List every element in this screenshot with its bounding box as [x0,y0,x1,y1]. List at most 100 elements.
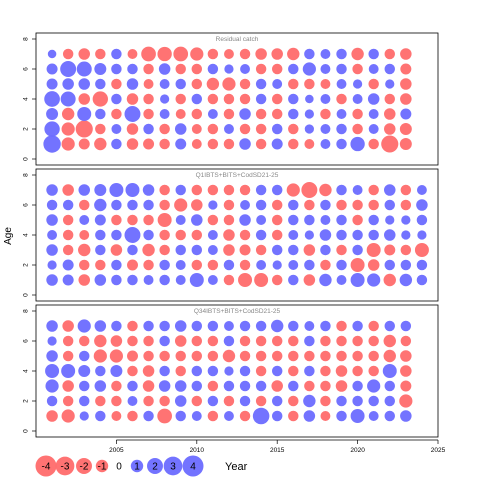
bubble-age6-2023 [400,199,412,211]
bubble-age7-2004 [94,184,107,196]
bubble-age5-2022 [383,349,396,363]
bubble-age1-2015 [271,138,283,150]
bubble-age7-2008 [157,46,172,62]
bubble-age2-2007 [143,395,154,407]
y-tick-label: 6 [23,203,30,207]
bubble-age3-2004 [95,244,106,256]
bubble-age7-2008 [159,184,170,196]
bubble-age6-2023 [400,63,412,75]
bubble-age3-2020 [352,108,363,120]
x-tick-label: 2005 [109,447,124,454]
bubble-age1-2004 [94,274,107,286]
bubble-age5-2012 [223,214,235,226]
bubble-age4-2019 [336,229,347,241]
bubble-age4-2018 [320,365,331,377]
bubble-age3-2021 [366,243,381,257]
bubble-age2-2009 [175,260,186,270]
bubble-age6-2014 [255,199,267,211]
bubble-age7-2012 [224,49,234,59]
bubble-age7-2014 [255,48,267,60]
bubble-age3-2022 [384,380,395,392]
bubble-age6-2006 [127,335,138,347]
bubble-age1-2012 [223,274,235,286]
bubble-age5-2021 [368,78,379,90]
bubble-age7-2018 [320,320,331,332]
bubble-age2-2015 [271,395,283,407]
bubble-age3-2015 [271,108,283,120]
bubble-age2-2001 [47,260,57,270]
bubble-age1-2007 [143,275,154,285]
bubble-age5-2022 [385,79,395,89]
bubble-age1-2019 [336,275,347,285]
bubble-age4-2023 [401,230,411,240]
bubble-age7-2005 [111,48,122,60]
bubble-age4-2012 [224,366,234,376]
bubble-age3-2002 [62,380,74,392]
bubble-age7-2013 [239,48,251,60]
bubble-age6-2018 [320,335,331,347]
bubble-age2-2007 [143,123,154,135]
bubble-age1-2008 [157,408,172,424]
bubble-age2-2003 [79,395,90,407]
bubble-age7-2001 [46,320,58,332]
bubble-age7-2015 [271,319,284,333]
bubble-age4-2011 [207,93,219,105]
bubble-age5-2009 [175,215,186,225]
legend-label: -3 [61,462,70,473]
bubble-age7-2011 [207,320,219,332]
bubble-age2-2019 [336,259,347,271]
bubble-age3-2016 [288,380,299,392]
bubble-age4-2002 [62,229,74,241]
bubble-age2-2018 [320,395,331,407]
bubble-age1-2006 [127,410,138,422]
bubble-age4-2017 [304,365,315,377]
bubble-age2-2007 [143,259,154,271]
bubble-age5-2014 [256,215,267,225]
bubble-age7-2015 [271,184,283,196]
bubble-age4-2005 [111,93,122,105]
bubble-age7-2003 [78,48,90,60]
bubble-age6-2001 [46,63,58,75]
bubble-age4-2017 [304,230,314,240]
bubble-age4-2002 [61,364,76,378]
bubble-age7-2017 [304,321,315,331]
bubble-age7-2016 [286,183,300,197]
bubble-age3-2019 [336,244,347,256]
panels-layer: Residual catch02468Q1IBTS+BITS+CodSD21-2… [23,32,439,438]
bubble-age6-2015 [271,199,283,211]
bubble-age4-2020 [352,229,363,241]
bubble-age3-2024 [414,243,429,257]
bubble-age3-2017 [304,380,315,392]
bubble-age2-2020 [352,123,363,135]
bubble-age4-2003 [78,93,90,105]
bubble-age6-2020 [352,335,363,347]
y-tick-label: 4 [23,233,30,237]
legend-label: -4 [42,462,51,473]
bubble-age2-2008 [159,395,170,407]
bubble-age7-2022 [384,184,396,196]
bubble-age6-2002 [62,335,74,347]
bubble-age4-2015 [271,93,283,105]
legend-bubble [130,459,144,473]
bubble-age5-2007 [143,214,154,226]
bubble-age4-2007 [143,229,154,241]
bubble-age1-2012 [224,411,234,421]
bubble-age5-2019 [336,214,347,226]
bubble-age6-2010 [191,199,203,211]
bubble-age7-2006 [127,49,138,59]
bubble-age7-2001 [46,184,58,196]
bubble-age7-2020 [352,185,363,195]
y-tick-label: 2 [23,127,30,131]
bubble-age6-2019 [336,199,347,211]
x-tick-label: 2015 [270,447,285,454]
bubble-age3-2006 [127,380,138,392]
bubble-age4-2003 [79,230,90,240]
bubble-age4-2016 [288,365,299,377]
bubble-age7-2023 [400,184,412,196]
bubble-age3-2008 [159,244,170,256]
bubble-age3-2011 [207,109,218,119]
bubble-age1-2009 [175,275,186,285]
y-tick-label: 0 [23,293,30,297]
bubble-age2-2001 [44,121,60,137]
